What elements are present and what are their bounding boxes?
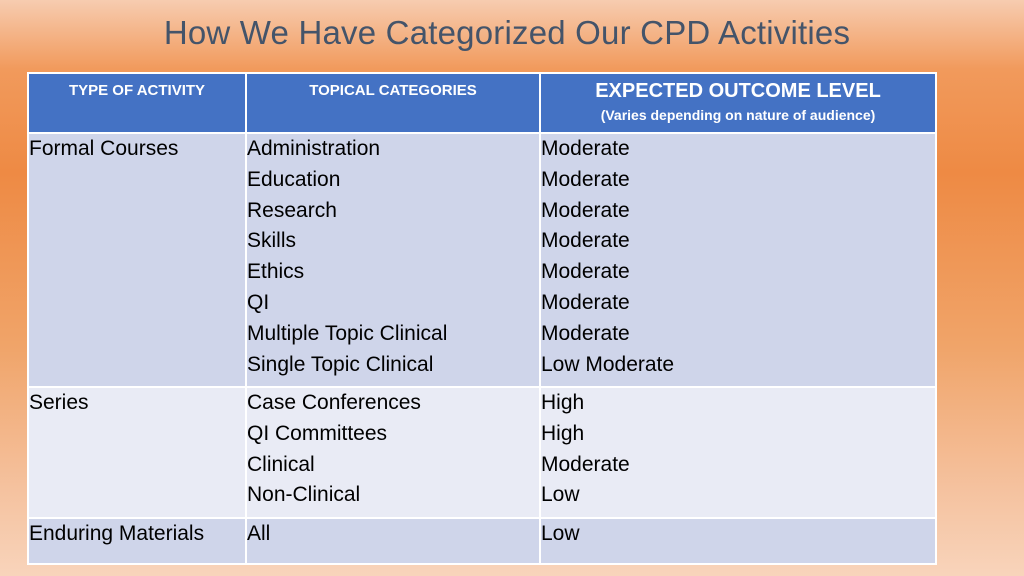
header-type-of-activity: TYPE OF ACTIVITY [27, 72, 247, 134]
topics-cell: All [245, 517, 541, 565]
topic-item: Single Topic Clinical [247, 352, 434, 376]
outcome-item: High [541, 421, 585, 445]
outcome-item: Low Moderate [541, 352, 675, 376]
activity-type: Enduring Materials [29, 522, 205, 545]
table-row-enduring-materials: Enduring Materials All Low [27, 517, 937, 565]
table-row-formal-courses: Formal Courses Administration Education … [27, 132, 937, 388]
topics-cell: Administration Education Research Skills… [245, 132, 541, 388]
outcome-item: Low [541, 483, 580, 507]
topic-item: Administration [247, 137, 381, 160]
outcomes-cell: High High Moderate Low [539, 386, 937, 519]
topic-item: QI Committees [247, 421, 388, 445]
topic-item: Skills [247, 229, 297, 253]
header-expected-outcome-level: EXPECTED OUTCOME LEVEL (Varies depending… [539, 72, 937, 134]
activity-type: Formal Courses [29, 137, 179, 160]
table-row-series: Series Case Conferences QI Committees Cl… [27, 386, 937, 519]
outcome-item: Moderate [541, 290, 630, 314]
topic-item: Education [247, 167, 341, 191]
outcome-item: Moderate [541, 260, 630, 284]
topic-item: Clinical [247, 452, 315, 476]
topic-item: Research [247, 198, 337, 222]
topic-item: Ethics [247, 260, 305, 284]
topic-item: QI [247, 290, 270, 314]
activity-type-cell: Enduring Materials [27, 517, 247, 565]
outcome-item: High [541, 391, 585, 414]
topic-item: Case Conferences [247, 391, 421, 414]
outcome-item: Moderate [541, 167, 630, 191]
outcome-item: Low [541, 522, 580, 545]
slide-title: How We Have Categorized Our CPD Activiti… [163, 14, 851, 51]
header-topical-categories: TOPICAL CATEGORIES [245, 72, 541, 134]
outcome-item: Moderate [541, 137, 630, 160]
topic-item: Non-Clinical [247, 483, 361, 507]
topic-item: All [247, 522, 271, 545]
topic-item: Multiple Topic Clinical [247, 321, 448, 345]
outcomes-cell: Moderate Moderate Moderate Moderate Mode… [539, 132, 937, 388]
outcome-item: Moderate [541, 229, 630, 253]
outcomes-cell: Low [539, 517, 937, 565]
outcome-item: Moderate [541, 321, 630, 345]
activity-type-cell: Formal Courses [27, 132, 247, 388]
cpd-activities-table: TYPE OF ACTIVITY TOPICAL CATEGORIES EXPE… [27, 72, 937, 565]
outcome-item: Moderate [541, 198, 630, 222]
activity-type-cell: Series [27, 386, 247, 519]
topics-cell: Case Conferences QI Committees Clinical … [245, 386, 541, 519]
outcome-item: Moderate [541, 452, 630, 476]
activity-type: Series [29, 391, 89, 414]
table-header-row: TYPE OF ACTIVITY TOPICAL CATEGORIES EXPE… [27, 72, 937, 134]
